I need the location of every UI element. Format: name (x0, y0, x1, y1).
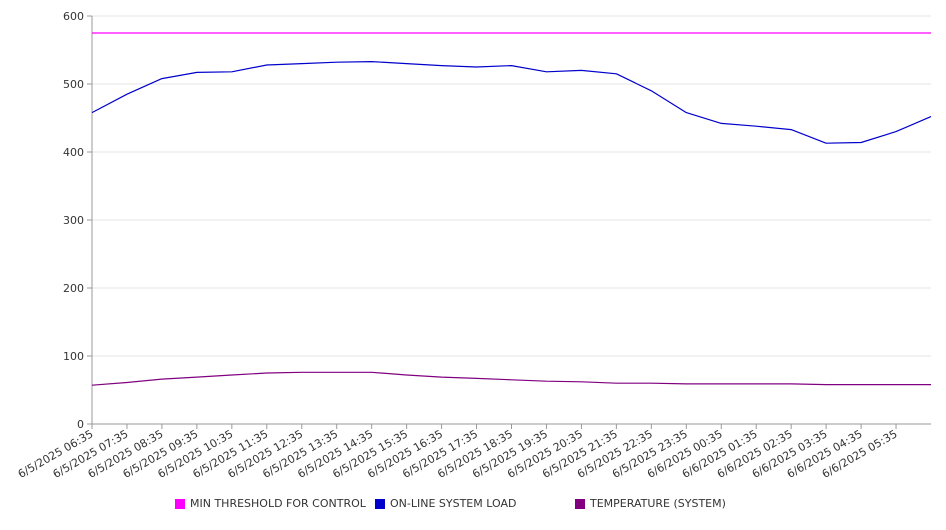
legend-item-min-threshold[interactable]: MIN THRESHOLD FOR CONTROL (175, 497, 366, 510)
legend-label-system-load: ON-LINE SYSTEM LOAD (390, 497, 517, 510)
series-line-1 (91, 60, 932, 144)
legend-swatch-min-threshold (175, 498, 185, 509)
y-tick-label: 100 (63, 350, 84, 363)
x-tick-labels: 6/5/2025 06:356/5/2025 07:356/5/2025 08:… (16, 427, 900, 481)
series-line-2 (91, 371, 931, 386)
legend: MIN THRESHOLD FOR CONTROL ON-LINE SYSTEM… (0, 497, 946, 517)
y-tick-label: 500 (63, 78, 84, 91)
y-tick-labels: 0 100 200 300 400 500 600 (63, 10, 84, 431)
legend-label-min-threshold: MIN THRESHOLD FOR CONTROL (190, 497, 366, 510)
legend-swatch-system-load (375, 498, 385, 509)
y-tick-label: 600 (63, 10, 84, 23)
legend-swatch-temperature (575, 498, 585, 509)
legend-item-temperature[interactable]: TEMPERATURE (SYSTEM) (575, 497, 726, 510)
series-layer (91, 32, 932, 386)
legend-label-temperature: TEMPERATURE (SYSTEM) (590, 497, 726, 510)
y-tick-label: 300 (63, 214, 84, 227)
legend-item-system-load[interactable]: ON-LINE SYSTEM LOAD (375, 497, 516, 510)
axis-layer (87, 15, 931, 429)
y-tick-label: 200 (63, 282, 84, 295)
y-tick-label: 400 (63, 146, 84, 159)
y-tick-label: 0 (77, 418, 84, 431)
grid-layer (92, 15, 931, 357)
